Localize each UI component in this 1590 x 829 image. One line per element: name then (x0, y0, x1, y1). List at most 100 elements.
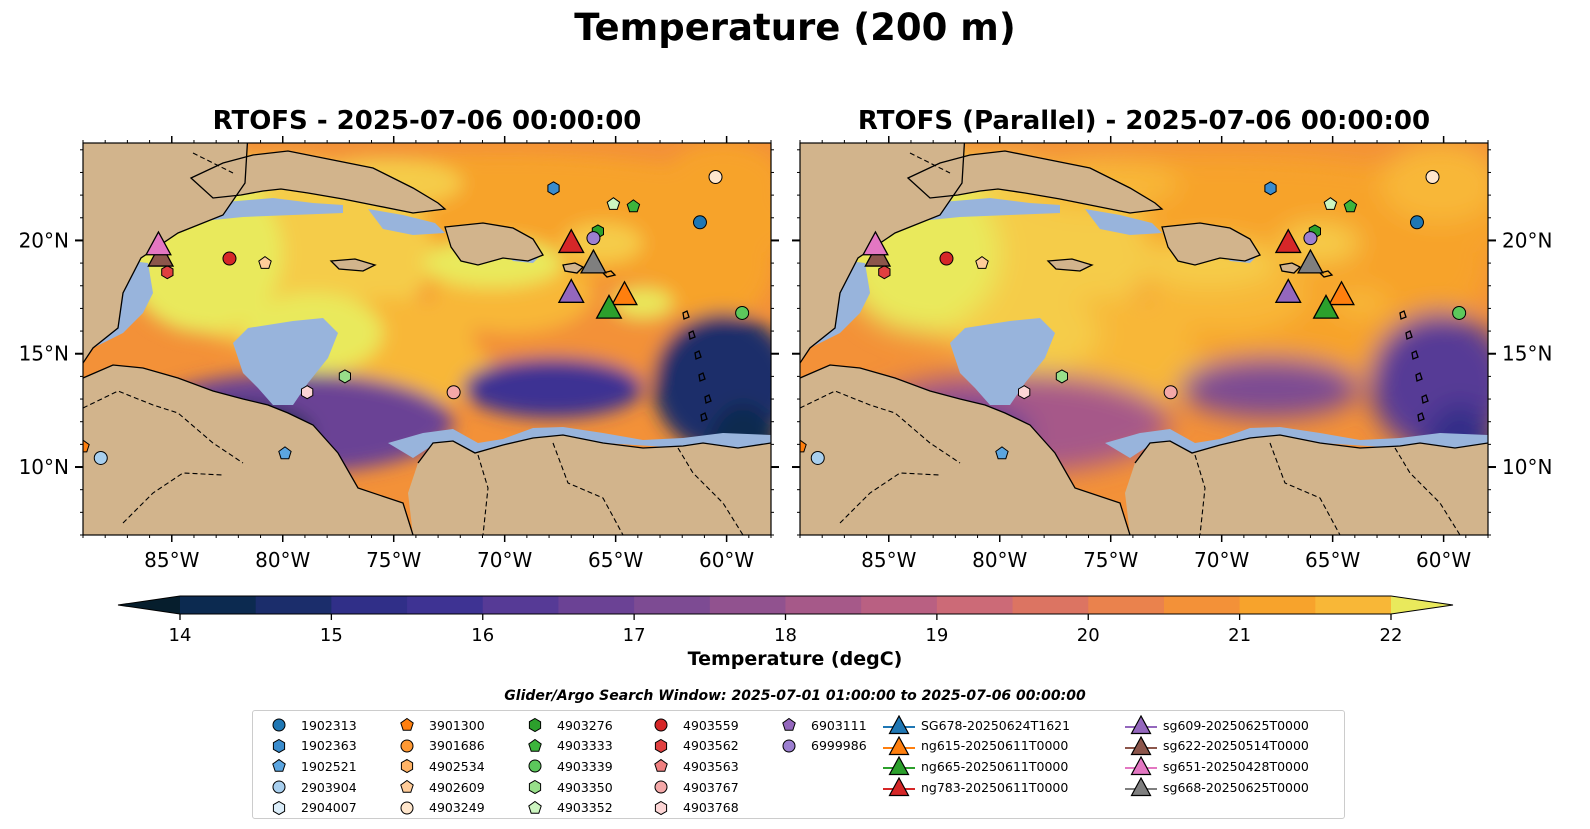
x-tick-label: 85°W (144, 548, 199, 572)
legend: 1902313 1902363 1902521 2903904 2904007 39013… (252, 710, 1345, 819)
argo-marker-4903333 (626, 199, 641, 213)
legend-symbol (261, 756, 297, 776)
legend-symbol (389, 798, 425, 818)
glider-marker-ng783-20250611T0000 (557, 228, 585, 254)
legend-item-4903339: 4903339 (517, 756, 613, 776)
legend-item-4903562: 4903562 (643, 736, 739, 756)
legend-item-sg651-20250428T0000: sg651-20250428T0000 (1123, 756, 1309, 776)
legend-symbol (261, 777, 297, 797)
legend-item-4903333: 4903333 (517, 736, 613, 756)
legend-item-sg622-20250514T0000: sg622-20250514T0000 (1123, 735, 1309, 756)
argo-marker-4903559 (222, 251, 237, 266)
glider-marker-ng615-20250611T0000 (611, 280, 638, 306)
colorbar-segment (1163, 596, 1241, 614)
legend-item-4902609: 4902609 (389, 777, 485, 797)
legend-item-1902313: 1902313 (261, 715, 357, 735)
legend-label: 4903767 (683, 779, 739, 795)
legend-item-6903111: 6903111 (771, 715, 867, 735)
argo-marker-4903768 (301, 385, 314, 400)
legend-symbol (643, 715, 679, 735)
legend-symbol (1123, 777, 1159, 797)
legend-item-ng665-20250611T0000: ng665-20250611T0000 (881, 756, 1068, 776)
legend-title: Glider/Argo Search Window: 2025-07-01 01… (504, 688, 1086, 704)
legend-symbol (643, 777, 679, 797)
colorbar-segment (482, 596, 560, 614)
x-tick-label: 70°W (477, 548, 532, 572)
legend-item-ng783-20250611T0000: ng783-20250611T0000 (881, 777, 1068, 797)
colorbar-segment (785, 596, 862, 614)
colorbar-segment (1315, 596, 1392, 614)
legend-item-ng615-20250611T0000: ng615-20250611T0000 (881, 735, 1069, 756)
legend-label: sg651-20250428T0000 (1163, 758, 1309, 774)
legend-item-sg609-20250625T0000: sg609-20250625T0000 (1123, 715, 1309, 735)
argo-marker-4903352 (606, 197, 621, 210)
x-tick-label: 75°W (366, 548, 421, 572)
colorbar-segment (558, 596, 635, 614)
colorbar-tick-label: 21 (1228, 625, 1251, 646)
legend-symbol (517, 736, 553, 756)
y-tick-label: 15°N (19, 342, 69, 366)
argo-marker-4903249 (1425, 169, 1440, 184)
argo-marker-1902521 (278, 446, 292, 460)
legend-symbol (643, 756, 679, 776)
colorbar-label: Temperature (degC) (687, 648, 903, 670)
legend-label: ng615-20250611T0000 (921, 738, 1069, 754)
colorbar-tick-label: 14 (169, 625, 192, 646)
argo-marker-4903562 (161, 265, 174, 280)
colorbar-tick-label: 17 (623, 625, 646, 646)
legend-label: 4903350 (557, 779, 613, 795)
legend-symbol (1123, 715, 1159, 735)
argo-marker-1902521 (995, 446, 1009, 460)
argo-marker-4903767 (1163, 385, 1178, 400)
colorbar-segment (634, 596, 711, 614)
x-tick-label: 85°W (861, 548, 916, 572)
colorbar-tick-label: 15 (320, 625, 343, 646)
colorbar-tick-label: 16 (471, 625, 494, 646)
map-frame (799, 142, 1489, 536)
glider-marker-sg668-20250625T0000 (580, 248, 607, 274)
colorbar-segment (861, 596, 938, 614)
legend-label: 4903768 (683, 800, 739, 816)
legend-symbol (389, 736, 425, 756)
argo-marker-4903249 (708, 169, 723, 184)
legend-symbol (517, 715, 553, 735)
argo-marker-4903767 (446, 385, 461, 400)
legend-label: 4902534 (429, 758, 485, 774)
colorbar-tick-label: 19 (925, 625, 948, 646)
argo-marker-1902313 (1409, 215, 1424, 230)
argo-marker-4903350 (1055, 369, 1068, 384)
legend-label: 3901686 (429, 738, 485, 754)
map-panel-right: 85°W 80°W 75°W 70°W 65°W 60°W 20°N 15°N 10°N (792, 136, 1552, 572)
legend-label: 4903333 (557, 738, 613, 754)
legend-item-4903767: 4903767 (643, 777, 739, 797)
argo-marker-6999986 (586, 231, 601, 246)
legend-label: 4903352 (557, 800, 613, 816)
legend-item-2903904: 2903904 (261, 777, 357, 797)
legend-item-4903249: 4903249 (389, 798, 485, 818)
argo-marker-1902363 (547, 181, 560, 196)
legend-label: 1902363 (301, 738, 357, 754)
argo-marker-4903562 (878, 265, 891, 280)
x-tick-label: 65°W (1305, 548, 1360, 572)
panel-title-right: RTOFS (Parallel) - 2025-07-06 00:00:00 (857, 106, 1431, 136)
legend-symbol (517, 798, 553, 818)
colorbar-tick-label: 22 (1380, 625, 1403, 646)
legend-symbol (389, 777, 425, 797)
colorbar-segment (255, 596, 332, 614)
x-tick-label: 70°W (1194, 548, 1249, 572)
panel-title-left: RTOFS - 2025-07-06 00:00:00 (212, 106, 642, 136)
glider-marker-ng783-20250611T0000 (1274, 228, 1302, 254)
colorbar-segment (1088, 596, 1165, 614)
y-tick-label: 20°N (19, 228, 69, 252)
legend-item-4902534: 4902534 (389, 756, 485, 776)
legend-symbol (1123, 756, 1159, 776)
y-tick-label: 10°N (19, 455, 69, 479)
glider-marker-ng615-20250611T0000 (1328, 280, 1355, 306)
legend-symbol (1123, 735, 1159, 756)
legend-symbol (389, 715, 425, 735)
argo-marker-4903559 (939, 251, 954, 266)
legend-symbol (771, 736, 807, 756)
legend-symbol (261, 715, 297, 735)
argo-marker-4903333 (1343, 199, 1358, 213)
legend-label: 4903339 (557, 758, 613, 774)
